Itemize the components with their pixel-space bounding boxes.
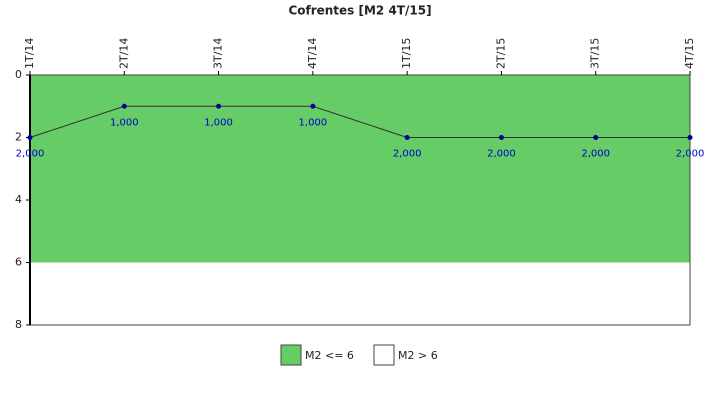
y-tick-label: 8 <box>15 318 22 331</box>
x-tick-label: 3T/14 <box>212 38 225 69</box>
data-point <box>404 135 410 140</box>
y-tick-label: 6 <box>15 256 22 269</box>
value-label: 1,000 <box>299 117 328 128</box>
chart-title: Cofrentes [M2 4T/15] <box>288 4 431 18</box>
value-label: 2,000 <box>393 149 422 160</box>
data-point <box>310 103 316 109</box>
y-tick-label: 0 <box>15 68 22 81</box>
x-tick-label: 2T/14 <box>117 38 130 69</box>
data-point <box>593 135 599 140</box>
legend-swatch <box>280 344 302 366</box>
legend-swatch <box>373 344 395 366</box>
band <box>30 262 690 325</box>
value-label: 2,000 <box>16 149 45 160</box>
x-tick-label: 4T/15 <box>683 38 696 69</box>
y-tick-label: 4 <box>15 193 22 206</box>
value-label: 1,000 <box>204 117 233 128</box>
data-point <box>27 135 33 140</box>
x-tick-label: 2T/15 <box>494 38 507 69</box>
legend-label: M2 <= 6 <box>305 349 354 362</box>
value-label: 2,000 <box>676 149 705 160</box>
legend-label: M2 > 6 <box>398 349 438 362</box>
data-point <box>121 103 127 109</box>
x-tick-label: 1T/14 <box>23 38 36 69</box>
y-tick-label: 2 <box>15 131 22 144</box>
x-tick-label: 3T/15 <box>589 38 602 69</box>
x-tick-label: 4T/14 <box>306 38 319 69</box>
data-point <box>687 135 693 140</box>
value-label: 2,000 <box>581 149 610 160</box>
band <box>30 75 690 263</box>
value-label: 2,000 <box>487 149 516 160</box>
value-label: 1,000 <box>110 117 139 128</box>
data-point <box>498 135 504 140</box>
x-tick-label: 1T/15 <box>400 38 413 69</box>
data-line <box>29 105 690 138</box>
data-point <box>216 103 222 109</box>
